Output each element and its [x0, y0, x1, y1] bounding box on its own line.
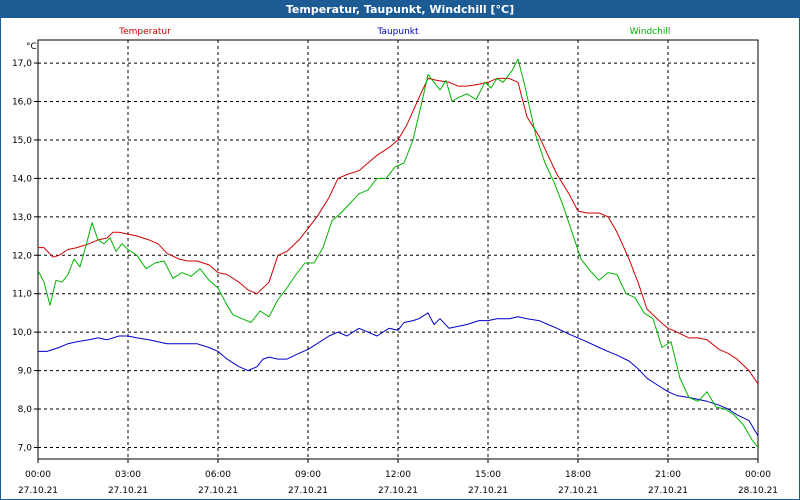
legend-entry-temperatur: Temperatur [118, 27, 171, 37]
y-tick-label: 9,0 [18, 367, 33, 377]
series-line-taupunkt [38, 312, 759, 437]
y-tick-label: 8,0 [18, 405, 33, 415]
y-tick-label: 14,0 [12, 174, 32, 184]
x-tick-time-label: 03:00 [115, 470, 141, 480]
series-line-temperatur [38, 77, 759, 385]
y-tick-label: 13,0 [12, 213, 32, 223]
x-tick-date-label: 27.10.21 [378, 486, 418, 496]
y-tick-label: 7,0 [18, 443, 33, 453]
x-tick-time-label: 06:00 [205, 470, 231, 480]
y-tick-label: 10,0 [12, 328, 32, 338]
x-tick-date-label: 28.10.21 [738, 486, 778, 496]
series-line-windchill [37, 58, 759, 448]
y-axis-label: °C [26, 42, 37, 52]
y-axis-ticks: 7,0 8,0 9,0 10,0 11,0 12,0 13,0 14,0 15,0 16,0 17,… [12, 59, 38, 453]
x-tick-date-label: 27.10.21 [648, 486, 688, 496]
y-tick-label: 11,0 [12, 290, 32, 300]
x-tick-time-label: 21:00 [655, 470, 681, 480]
x-tick-date-label: 27.10.21 [558, 486, 598, 496]
x-tick-time-label: 15:00 [475, 470, 501, 480]
legend: Temperatur Taupunkt Windchill [118, 27, 670, 37]
x-tick-time-label: 18:00 [565, 470, 591, 480]
x-tick-time-label: 00:00 [745, 470, 771, 480]
legend-entry-windchill: Windchill [630, 27, 671, 37]
x-tick-date-label: 27.10.21 [18, 486, 58, 496]
series-lines [37, 58, 759, 448]
x-tick-time-label: 12:00 [385, 470, 411, 480]
chart-title: Temperatur, Taupunkt, Windchill [°C] [1, 1, 799, 18]
x-tick-date-label: 27.10.21 [468, 486, 508, 496]
x-tick-time-label: 09:00 [295, 470, 321, 480]
x-tick-date-label: 27.10.21 [288, 486, 328, 496]
grid [38, 40, 758, 459]
y-tick-label: 17,0 [12, 59, 32, 69]
x-tick-date-label: 27.10.21 [198, 486, 238, 496]
x-axis-ticks: 00:00 27.10.21 03:00 27.10.21 06:00 27.10.21 0… [18, 459, 778, 496]
x-tick-date-label: 27.10.21 [108, 486, 148, 496]
legend-entry-taupunkt: Taupunkt [376, 27, 419, 37]
y-tick-label: 15,0 [12, 136, 32, 146]
y-tick-label: 12,0 [12, 251, 32, 261]
x-tick-time-label: 00:00 [25, 470, 51, 480]
y-tick-label: 16,0 [12, 98, 32, 108]
